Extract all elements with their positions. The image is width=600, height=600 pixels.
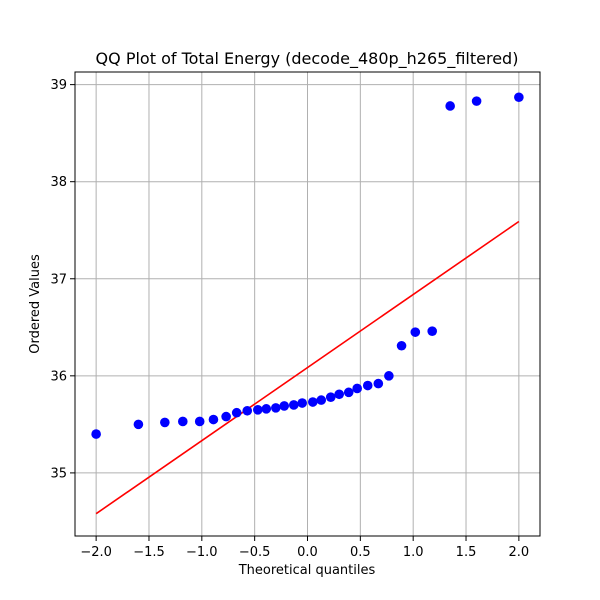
x-tick-label: −2.0 xyxy=(80,545,112,560)
data-point xyxy=(362,380,373,391)
data-point xyxy=(242,405,253,416)
data-point xyxy=(177,416,188,427)
x-tick-label: −1.5 xyxy=(133,545,165,560)
x-tick-label: 1.0 xyxy=(403,545,424,560)
data-point xyxy=(316,395,327,405)
data-point xyxy=(279,401,290,411)
data-point xyxy=(133,419,144,430)
y-tick-label: 36 xyxy=(50,369,67,384)
data-point xyxy=(396,340,407,351)
chart-title: QQ Plot of Total Energy (decode_480p_h26… xyxy=(96,49,519,69)
data-point xyxy=(91,429,101,439)
x-tick-label: 2.0 xyxy=(509,545,530,560)
data-point xyxy=(270,403,281,413)
data-point xyxy=(261,404,272,414)
data-point xyxy=(160,417,170,428)
fit-line xyxy=(95,220,520,515)
x-axis-ticks: −2.0 −1.5 −1.0 −0.5 0.0 0.5 1.0 1.5 2.0 xyxy=(80,536,529,560)
x-tick-label: 0.0 xyxy=(297,545,318,560)
data-point xyxy=(343,387,354,398)
y-tick-label: 38 xyxy=(50,175,67,190)
data-point xyxy=(208,414,219,425)
data-point xyxy=(325,392,336,402)
x-tick-label: −1.0 xyxy=(186,545,218,560)
data-point xyxy=(221,411,231,422)
x-tick-label: −0.5 xyxy=(239,545,271,560)
data-point xyxy=(194,416,205,427)
y-axis-ticks: 35 36 37 38 39 xyxy=(50,78,75,481)
data-point xyxy=(253,405,263,415)
data-point xyxy=(352,383,362,394)
data-point xyxy=(427,326,438,336)
grid-layer xyxy=(75,72,540,536)
data-point xyxy=(297,398,308,408)
data-point xyxy=(231,407,242,418)
data-point xyxy=(471,96,482,106)
data-point xyxy=(514,92,524,103)
x-axis-label: Theoretical quantiles xyxy=(238,563,376,578)
points-layer xyxy=(91,92,524,439)
data-point xyxy=(288,400,299,410)
data-point xyxy=(373,378,384,389)
data-point xyxy=(445,101,455,111)
y-tick-label: 39 xyxy=(50,78,67,93)
x-tick-label: 1.5 xyxy=(456,545,477,560)
data-point xyxy=(334,389,345,400)
data-point xyxy=(410,327,421,337)
fit-line-layer xyxy=(95,220,520,515)
y-axis-label: Ordered Values xyxy=(28,254,43,354)
x-tick-label: 0.5 xyxy=(350,545,371,560)
data-point xyxy=(307,397,318,407)
y-tick-label: 37 xyxy=(50,272,67,287)
y-tick-label: 35 xyxy=(50,466,67,481)
data-point xyxy=(384,371,394,381)
